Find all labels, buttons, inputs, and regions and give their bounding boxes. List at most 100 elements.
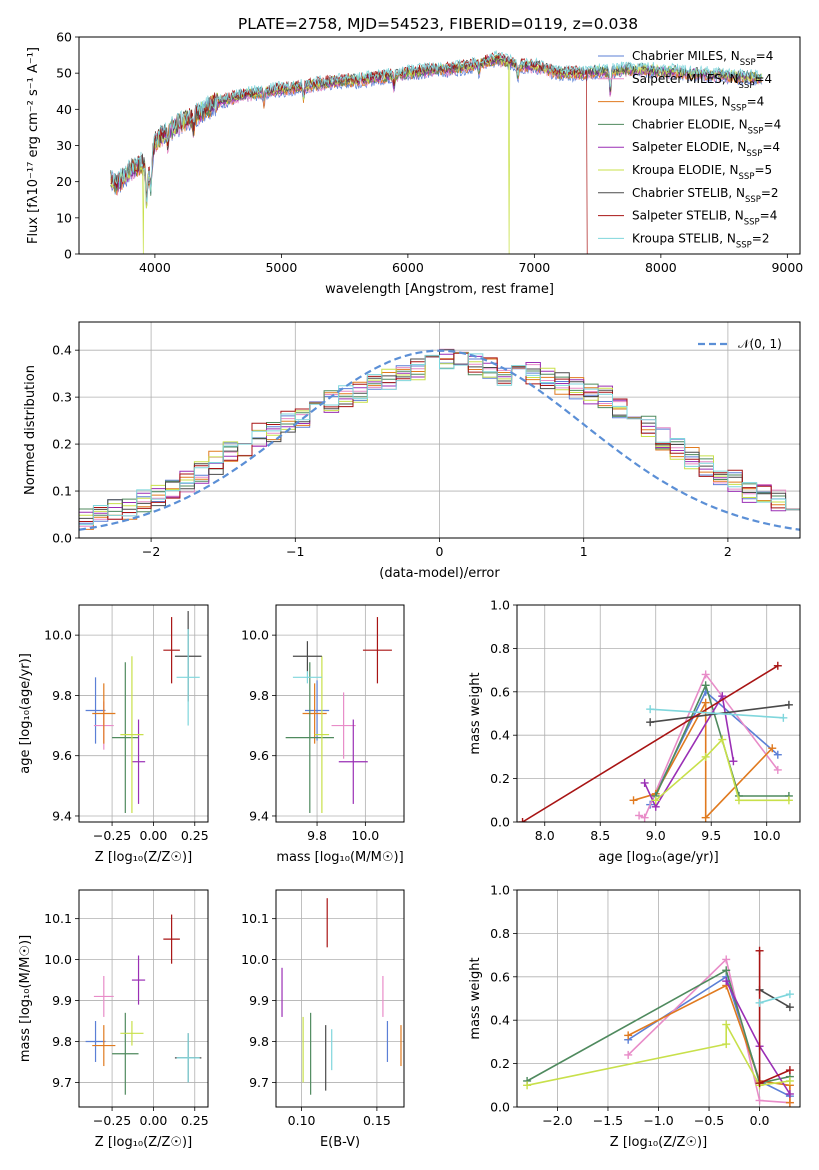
plot-area <box>110 50 763 254</box>
y-tick-label: 10.0 <box>44 628 72 643</box>
errorbar-kroupa-stelib <box>292 671 322 684</box>
errorbar-kroupa-stelib <box>176 629 200 726</box>
series-line <box>759 993 791 1004</box>
figure-title: PLATE=2758, MJD=54523, FIBERID=0119, z=0… <box>238 15 638 33</box>
y-axis-label: Flux [fλ10⁻¹⁷ erg cm⁻² s⁻¹ A⁻¹] <box>26 47 41 244</box>
errorbar-salpeter-miles <box>93 975 114 1017</box>
axes-frame <box>78 604 209 823</box>
series-salpeter-elodie <box>640 692 738 811</box>
y-tick-label: 9.8 <box>249 688 269 703</box>
errorbar-chabrier-elodie <box>285 662 334 813</box>
legend-label: Kroupa STELIB, NSSP=2 <box>632 231 770 250</box>
panel-age-vs-mass: 9.8 10.0 9.4 9.6 9.8 10.0 mass [log₁₀(M/M☉)] <box>241 604 405 865</box>
errorbar-salpeter-stelib <box>362 617 392 684</box>
y-tick-label: 0.4 <box>52 343 72 358</box>
x-tick-label: −2.0 <box>542 1113 572 1128</box>
x-tick-label: −2 <box>142 544 160 559</box>
legend-label: Salpeter STELIB, NSSP=4 <box>632 209 777 228</box>
plot-area <box>281 898 402 1095</box>
panel-spectrum: 4000 5000 6000 7000 8000 9000 0 10 20 30 40 50 60 wav… <box>26 30 803 298</box>
series-line <box>526 969 791 1085</box>
panel-age-vs-Z: −0.25 0.00 0.25 9.4 9.6 9.8 10.0 Z [log₁₀(Z/Z☉)… <box>18 604 209 865</box>
errorbar-salpeter-miles <box>331 692 356 759</box>
y-tick-label: 0.0 <box>490 815 510 830</box>
panel-mass-vs-Z: −0.25 0.00 0.25 9.7 9.8 9.9 10.0 10.1 Z [log₁₀(Z… <box>18 889 209 1150</box>
y-tick-label: 0.6 <box>490 684 510 699</box>
errorbar-kroupa-miles <box>302 683 327 744</box>
x-tick-label: −1 <box>286 544 304 559</box>
series-kroupa-elodie <box>651 735 793 805</box>
x-axis-label: (data-model)/error <box>379 566 500 581</box>
y-tick-label: 0.2 <box>52 437 72 452</box>
x-tick-label: 0.00 <box>140 828 168 843</box>
x-tick-label: 0.15 <box>363 1113 391 1128</box>
x-tick-label: 9.0 <box>646 828 666 843</box>
x-axis-label: wavelength [Angstrom, rest frame] <box>325 282 554 297</box>
x-tick-label: 0.25 <box>181 828 209 843</box>
y-tick-label: 9.6 <box>249 748 269 763</box>
y-tick-label: 0.3 <box>52 390 72 405</box>
y-tick-label: 0.0 <box>52 531 72 546</box>
x-tick-label: 8.0 <box>535 828 555 843</box>
x-tick-label: 8000 <box>645 260 677 275</box>
y-tick-label: 10 <box>56 210 72 225</box>
x-tick-label: 9.8 <box>307 828 327 843</box>
y-tick-label: 9.4 <box>52 808 72 823</box>
y-tick-label: 0.6 <box>490 969 510 984</box>
y-tick-label: 0.2 <box>490 1056 510 1071</box>
axes-frame <box>78 36 801 255</box>
x-tick-label: −1.5 <box>593 1113 623 1128</box>
x-axis-label: age [log₁₀(age/yr)] <box>598 850 719 865</box>
y-tick-label: 50 <box>56 66 72 81</box>
y-axis-label: mass weight <box>468 957 483 1039</box>
x-axis-label: Z [log₁₀(Z/Z☉)] <box>610 1135 707 1150</box>
errorbar-kroupa-elodie <box>120 1021 144 1046</box>
y-tick-label: 0.0 <box>490 1100 510 1115</box>
axes-frame <box>78 889 209 1108</box>
y-tick-label: 20 <box>56 174 72 189</box>
legend-label: Salpeter MILES, NSSP=4 <box>632 72 772 91</box>
y-tick-label: 9.8 <box>52 688 72 703</box>
errorbar-salpeter-elodie <box>131 719 146 804</box>
x-tick-label: −0.25 <box>93 1113 131 1128</box>
x-axis-label: Z [log₁₀(Z/Z☉)] <box>95 1135 192 1150</box>
x-tick-label: −0.25 <box>93 828 131 843</box>
y-tick-label: 10.1 <box>44 911 72 926</box>
histogram-chabrier-stelib <box>79 349 800 519</box>
x-tick-label: −1.0 <box>643 1113 673 1128</box>
axes-frame <box>78 321 801 539</box>
errorbar-kroupa-miles <box>92 683 116 744</box>
x-tick-label: 4000 <box>139 260 171 275</box>
series-kroupa-miles <box>629 698 777 822</box>
legend-label: Chabrier MILES, NSSP=4 <box>632 49 773 68</box>
x-tick-label: −0.5 <box>694 1113 724 1128</box>
y-axis-label: age [log₁₀(age/yr)] <box>18 653 33 774</box>
y-tick-label: 0.2 <box>490 771 510 786</box>
x-tick-label: 0.0 <box>750 1113 770 1128</box>
y-tick-label: 0.8 <box>490 641 510 656</box>
errorbar-salpeter-elodie <box>338 719 368 804</box>
errorbar-kroupa-elodie <box>314 656 330 813</box>
errorbar-chabrier-miles <box>85 1021 106 1062</box>
normal-curve <box>79 349 800 531</box>
axes-frame <box>275 604 405 823</box>
errorbar-chabrier-elodie <box>112 1012 139 1095</box>
x-tick-label: 7000 <box>518 260 550 275</box>
y-tick-label: 40 <box>56 102 72 117</box>
errorbar-kroupa-stelib <box>176 1033 200 1083</box>
x-tick-label: 0.00 <box>140 1113 168 1128</box>
series-line <box>522 665 779 822</box>
series-line <box>638 672 779 819</box>
y-axis-label: mass weight <box>468 672 483 754</box>
spectrum-line-kroupa-stelib <box>110 50 763 203</box>
y-axis-label: mass [log₁₀(M/M☉)] <box>18 935 33 1062</box>
plot-area <box>518 661 793 822</box>
y-tick-label: 0.4 <box>490 1013 510 1028</box>
y-tick-label: 9.6 <box>52 748 72 763</box>
x-tick-label: 10.0 <box>753 828 781 843</box>
y-tick-label: 9.8 <box>52 1034 72 1049</box>
axes-frame <box>275 889 405 1108</box>
y-tick-label: 30 <box>56 138 72 153</box>
panel-massweight-vs-Z: −2.0 −1.5 −1.0 −0.5 0.0 0.0 0.2 0.4 0.6 0.8 1.0 Z [… <box>468 883 801 1150</box>
panel-mass-vs-EBV: 0.10 0.15 9.7 9.8 9.9 10.0 10.1 E(B-V) <box>241 889 405 1150</box>
